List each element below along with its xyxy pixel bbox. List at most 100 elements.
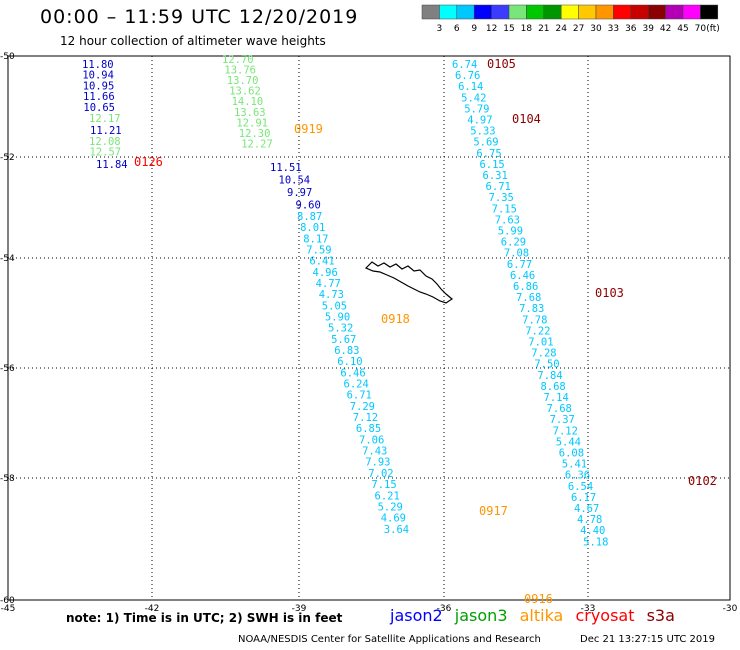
lat-label: -56 <box>0 364 15 374</box>
track-value: 6.41 <box>309 256 334 268</box>
legend-jason2: jason2 <box>390 606 443 625</box>
track-value: 4.78 <box>577 514 602 526</box>
scale-tick: 42 <box>660 24 671 34</box>
note-text: note: 1) Time is in UTC; 2) SWH is in fe… <box>66 611 343 625</box>
scale-tick: 3 <box>437 24 443 34</box>
track-value: 10.65 <box>83 102 115 114</box>
track-value: 7.83 <box>519 303 544 315</box>
track-value: 6.36 <box>565 470 590 482</box>
track-value: 7.43 <box>362 446 387 458</box>
pass-label: 0104 <box>512 112 541 126</box>
pass-label: 0126 <box>134 155 163 169</box>
track-value: 10.54 <box>279 175 311 187</box>
scale-tick: 21 <box>538 24 549 34</box>
track-value: 4.40 <box>580 525 605 537</box>
track-value: 5.05 <box>322 300 347 312</box>
scale-swatch <box>647 4 666 20</box>
track-value: 11.51 <box>270 162 302 174</box>
track-value: 7.14 <box>544 392 569 404</box>
track-value: 8.68 <box>540 381 565 393</box>
track-value: 6.10 <box>337 356 362 368</box>
track-value: 6.29 <box>501 237 526 249</box>
track-value: 6.08 <box>559 448 584 460</box>
track-value: 5.44 <box>556 436 581 448</box>
footer-timestamp: Dec 21 13:27:15 UTC 2019 <box>580 634 715 645</box>
track-value: 4.73 <box>319 289 344 301</box>
pass-labels: 0126 0919 0105 0104 0103 0918 0917 0916 0102 <box>134 57 717 606</box>
track-value: 7.68 <box>516 292 541 304</box>
track-value: 6.24 <box>344 379 369 391</box>
pass-label: 0917 <box>479 504 508 518</box>
track-value: 5.18 <box>583 536 608 548</box>
color-scale: 3 6 9 12 15 18 21 24 27 30 33 36 39 42 45 70 (ft) <box>421 4 720 34</box>
pass-label: 0105 <box>487 57 516 71</box>
track-value: 8.01 <box>300 222 325 234</box>
lon-label: -45 <box>1 604 16 614</box>
track-value: 6.54 <box>568 481 593 493</box>
track-value: 12.91 <box>236 117 268 129</box>
scale-tick: 27 <box>573 24 584 34</box>
lat-label: -52 <box>0 153 15 163</box>
scale-tick: 33 <box>608 24 619 34</box>
scale-swatch <box>578 4 597 20</box>
track-value: 6.31 <box>483 170 508 182</box>
lat-label: -54 <box>0 254 15 264</box>
scale-unit: (ft) <box>706 24 720 34</box>
legend-s3a: s3a <box>646 606 675 625</box>
track-value: 6.77 <box>507 259 532 271</box>
track-value: 6.75 <box>476 148 501 160</box>
scale-swatch <box>560 4 579 20</box>
track-value: 6.86 <box>513 281 538 293</box>
footer-credit: NOAA/NESDIS Center for Satellite Applica… <box>238 634 541 645</box>
track-value: 7.02 <box>368 468 393 480</box>
track-value: 14.10 <box>232 96 264 108</box>
scale-swatch <box>665 4 684 20</box>
lon-label: -42 <box>145 604 160 614</box>
scale-tick: 12 <box>486 24 497 34</box>
track-value: 6.74 <box>452 59 477 71</box>
track-value: 6.46 <box>510 270 535 282</box>
scale-swatch <box>613 4 632 20</box>
pass-label: 0916 <box>524 592 553 606</box>
track-value: 5.90 <box>325 312 350 324</box>
track-value: 12.30 <box>239 128 271 140</box>
scale-swatch <box>682 4 701 20</box>
map-grid <box>7 55 731 601</box>
scale-tick: 45 <box>677 24 688 34</box>
track-value: 7.15 <box>492 203 517 215</box>
page-subtitle: 12 hour collection of altimeter wave hei… <box>60 34 326 48</box>
scale-tick: 6 <box>454 24 460 34</box>
track-value: 9.60 <box>296 200 321 212</box>
scale-tick: 24 <box>555 24 567 34</box>
page-title: 00:00 – 11:59 UTC 12/20/2019 <box>40 6 359 28</box>
track-value: 5.29 <box>378 501 403 513</box>
island-outline <box>364 261 454 304</box>
track-value: 9.97 <box>287 187 312 199</box>
track-value: 7.84 <box>537 370 562 382</box>
scale-tick: 18 <box>521 24 533 34</box>
pass-label: 0103 <box>595 286 624 300</box>
track-value: 7.68 <box>547 403 572 415</box>
scale-swatch <box>508 4 527 20</box>
track-value: 11.84 <box>96 159 128 171</box>
pass-label: 0102 <box>688 474 717 488</box>
lat-label: -60 <box>0 596 15 606</box>
track-value: 11.21 <box>90 125 122 137</box>
track-value: 12.70 <box>222 54 254 66</box>
track-value: 6.14 <box>458 81 483 93</box>
track-value: 5.67 <box>331 334 356 346</box>
scale-tick: 30 <box>590 24 602 34</box>
track-value: 6.21 <box>375 490 400 502</box>
track-value: 3.64 <box>384 524 409 536</box>
track-value: 5.32 <box>328 323 353 335</box>
map-frame <box>7 55 731 601</box>
track-value: 7.15 <box>371 479 396 491</box>
track-value: 4.96 <box>313 267 338 279</box>
track-value: 12.27 <box>241 138 273 150</box>
track-value: 13.63 <box>234 107 266 119</box>
track-value: 4.69 <box>381 513 406 525</box>
lon-label: -30 <box>723 604 738 614</box>
satellite-legend: jason2 jason3 altika cryosat s3a <box>390 606 682 625</box>
track-value: 7.93 <box>365 457 390 469</box>
